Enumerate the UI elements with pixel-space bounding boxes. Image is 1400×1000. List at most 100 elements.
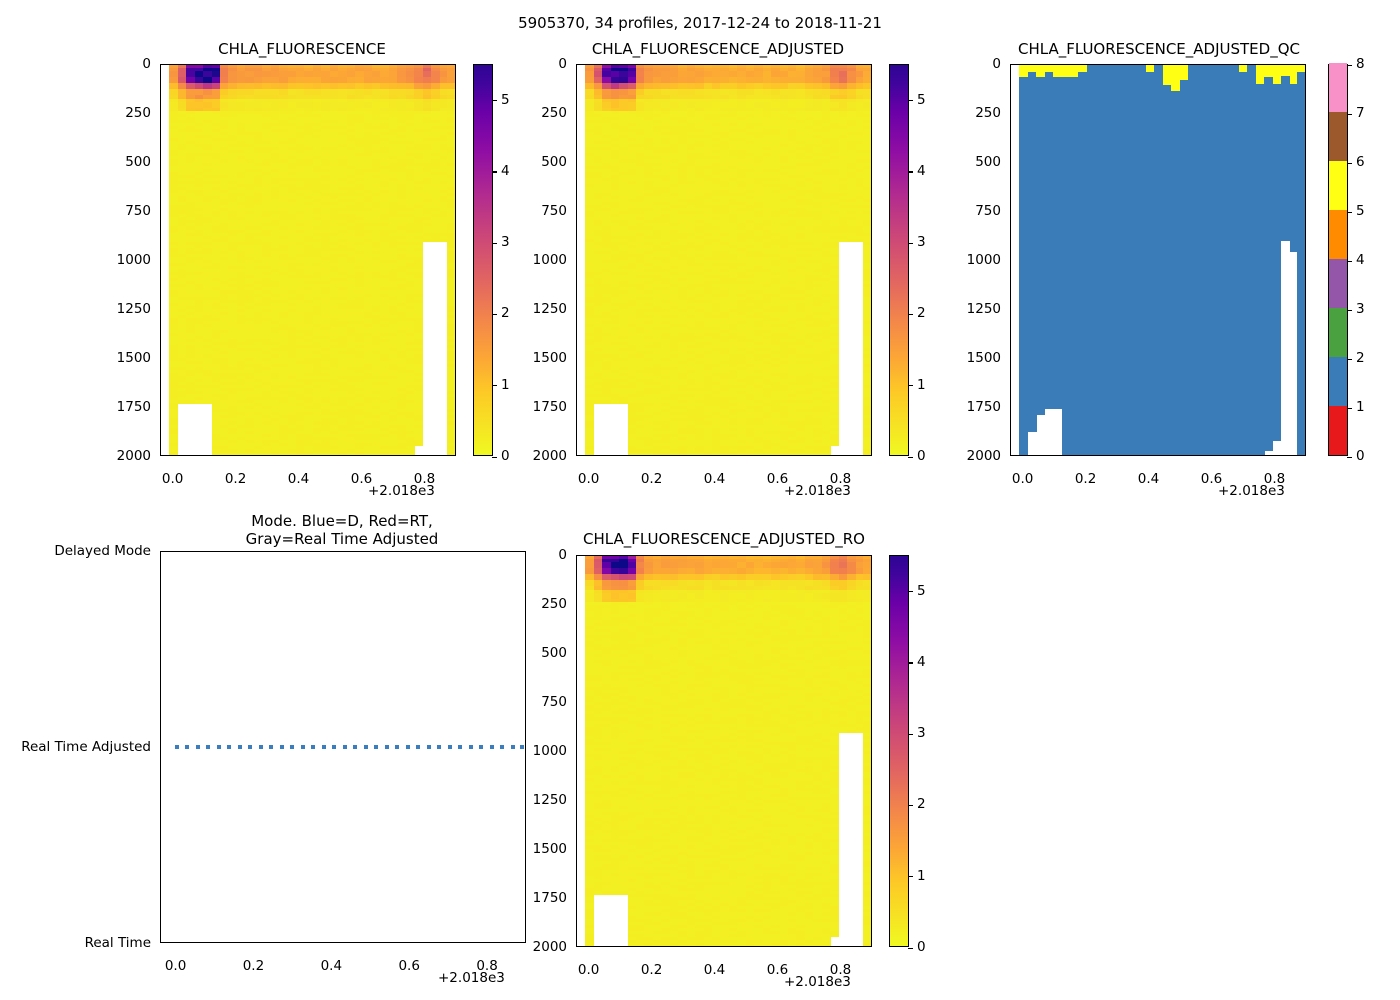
heatmap-cell [186,302,196,307]
heatmap-cell [245,119,255,124]
heatmap-cell [312,125,322,130]
heatmap-cell [287,354,297,359]
heatmap-cell [219,391,229,395]
heatmap-cell [186,226,196,231]
heatmap-cell [262,147,272,151]
heatmap-cell [312,311,322,316]
heatmap-cell [194,266,204,270]
heatmap-axes-chla-fluorescence[interactable] [160,64,456,456]
heatmap-cell [253,430,263,435]
heatmap-cell [321,147,331,151]
colorbar-plasma[interactable] [473,64,497,458]
heatmap-cell [287,424,297,429]
heatmap-cell [169,360,179,365]
heatmap-cell [177,226,187,231]
heatmap-cell [169,122,179,127]
heatmap-cell [186,296,196,301]
heatmap-cell [194,253,204,258]
heatmap-cell [236,107,246,112]
heatmap-cell [219,272,229,276]
heatmap-cell [194,208,204,212]
heatmap-cell [262,299,272,304]
heatmap-cell [321,138,331,142]
heatmap-cell [169,272,179,276]
heatmap-cell [270,348,280,352]
heatmap-cell [245,378,255,383]
heatmap-cell [211,147,221,151]
heatmap-cell [211,83,221,87]
heatmap-cell [287,409,297,413]
heatmap-cell [186,394,196,398]
heatmap-cell [228,217,238,221]
heatmap-cell [253,211,263,215]
heatmap-cell [295,153,305,157]
heatmap-cell [253,424,263,429]
heatmap-cell [236,406,246,410]
heatmap-cell [228,135,238,139]
heatmap-cell [270,296,280,301]
heatmap-cell [245,302,255,307]
heatmap-cell [186,214,196,218]
heatmap-cell [321,372,331,377]
heatmap-cell [287,65,297,69]
heatmap-cell [295,345,305,349]
heatmap-cell [287,357,297,362]
heatmap-cell [228,113,238,118]
heatmap-cell [203,177,213,182]
heatmap-cell [211,320,221,325]
heatmap-cell [304,281,314,285]
heatmap-cell [211,442,221,447]
heatmap-cell [304,138,314,142]
heatmap-cell [295,174,305,179]
heatmap-cell [321,308,331,313]
heatmap-cell [219,107,229,112]
colorbar-tick-label: 4 [501,162,510,179]
heatmap-cell [203,95,213,100]
heatmap-cell [312,430,322,435]
heatmap-cell [194,110,204,115]
heatmap-cell [177,308,187,313]
heatmap-cell [262,174,272,179]
heatmap-cell [262,333,272,337]
heatmap-cell [211,65,221,69]
heatmap-cell [203,360,213,365]
heatmap-cell [203,214,213,218]
heatmap-cell [186,269,196,273]
heatmap-cell [312,290,322,295]
heatmap-cell [219,320,229,325]
heatmap-cell [279,381,289,386]
heatmap-cell [236,284,246,289]
heatmap-cell [270,320,280,325]
heatmap-cell [279,415,289,420]
heatmap-cell [211,378,221,383]
heatmap-cell [177,192,187,197]
heatmap-cell [236,311,246,316]
heatmap-cell [236,409,246,413]
heatmap-cell [279,284,289,289]
heatmap-cell [287,415,297,420]
heatmap-cell [186,327,196,331]
heatmap-cell [211,92,221,97]
heatmap-cell [236,253,246,258]
heatmap-cell [228,107,238,112]
heatmap-cell [245,424,255,429]
heatmap-cell [236,135,246,139]
heatmap-cell [203,217,213,221]
heatmap-cell [253,220,263,225]
heatmap-cell [245,253,255,258]
heatmap-cell [169,250,179,255]
heatmap-cell [262,372,272,377]
heatmap-cell [312,266,322,270]
heatmap-cell [270,424,280,429]
heatmap-cell [295,439,305,444]
heatmap-cell [236,302,246,307]
heatmap-axes-chla-fluorescence-adjusted[interactable] [576,64,872,456]
heatmap-cell [219,77,229,81]
heatmap-cell [287,80,297,84]
heatmap-cell [295,113,305,118]
heatmap-cell [211,138,221,142]
heatmap-cell [228,330,238,334]
heatmap-cell [236,375,246,380]
heatmap-cell [219,247,229,252]
heatmap-cell [287,394,297,398]
